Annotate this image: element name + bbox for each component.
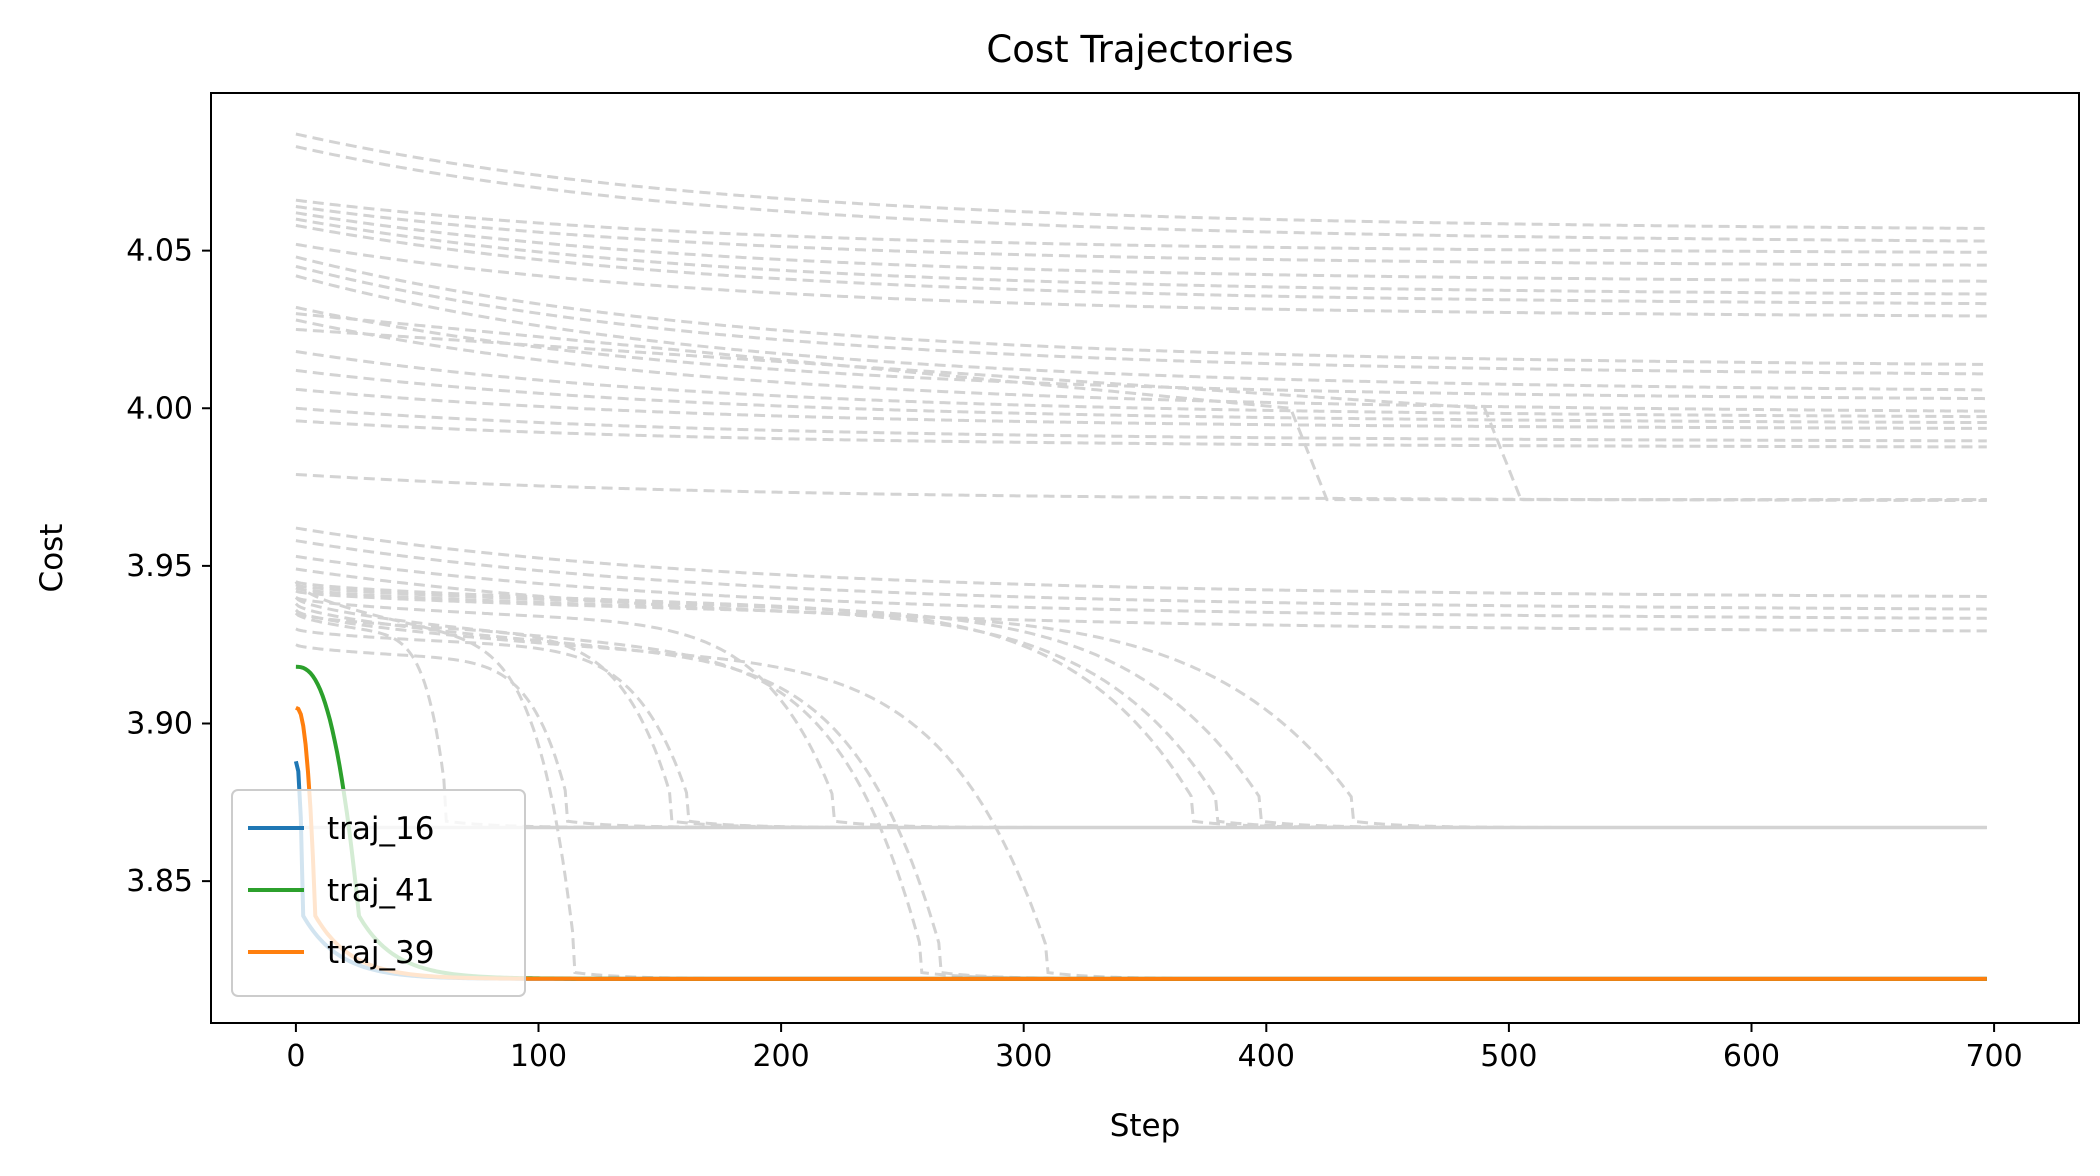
legend-label-traj_16: traj_16 xyxy=(327,811,434,847)
background-trajectory-23 xyxy=(295,567,1987,633)
y-tick-label-3.90: 3.90 xyxy=(126,707,193,742)
x-tick-label-0: 0 xyxy=(286,1039,305,1074)
y-axis-label: Cost xyxy=(34,524,70,593)
x-tick-label-100: 100 xyxy=(510,1039,567,1074)
y-tick-label-3.85: 3.85 xyxy=(126,864,193,899)
legend-label-traj_41: traj_41 xyxy=(327,873,434,909)
drop-trajectory-a-2 xyxy=(295,643,1987,830)
background-trajectory-9 xyxy=(295,255,1987,366)
background-trajectory-3 xyxy=(295,198,1987,254)
x-tick-label-500: 500 xyxy=(1480,1039,1537,1074)
x-axis: 0 100 200 300 400 500 600 700 xyxy=(286,1023,2023,1074)
background-trajectory-11 xyxy=(295,274,1987,392)
y-axis: 3.85 3.90 3.95 4.00 4.05 xyxy=(126,234,211,899)
background-trajectory-1 xyxy=(295,132,1987,230)
legend-box xyxy=(231,789,526,997)
background-trajectory-19 xyxy=(295,472,1987,503)
series-line-traj_41 xyxy=(295,664,1987,981)
background-trajectory-17 xyxy=(295,406,1987,443)
background-trajectory-7 xyxy=(295,223,1987,306)
background-trajectory-22 xyxy=(295,554,1987,620)
plot-frame xyxy=(210,92,2080,1024)
background-trajectory-4 xyxy=(295,205,1987,267)
x-tick-label-200: 200 xyxy=(752,1039,809,1074)
drop-trajectory-a-7 xyxy=(295,586,1987,830)
background-trajectory-21 xyxy=(295,539,1987,611)
legend: traj_16 traj_41 traj_39 xyxy=(231,789,526,997)
background-trajectory-14 xyxy=(295,350,1987,419)
background-trajectory-12 xyxy=(295,305,1987,401)
background-trajectory-5 xyxy=(295,211,1987,283)
x-axis-label: Step xyxy=(1110,1108,1181,1144)
x-tick-label-600: 600 xyxy=(1723,1039,1780,1074)
x-tick-label-700: 700 xyxy=(1965,1039,2022,1074)
series-line-traj_39 xyxy=(295,705,1987,981)
y-tick-label-4.00: 4.00 xyxy=(126,391,193,426)
plot-area xyxy=(293,132,1987,981)
chart-title: Cost Trajectories xyxy=(986,28,1293,71)
background-trajectory-2 xyxy=(295,145,1987,243)
background-trajectory-10 xyxy=(295,264,1987,376)
background-trajectory-6 xyxy=(295,217,1987,296)
background-trajectory-16 xyxy=(295,387,1987,430)
knee-trajectory-2 xyxy=(295,327,1987,502)
y-tick-label-3.95: 3.95 xyxy=(126,549,193,584)
legend-label-traj_39: traj_39 xyxy=(327,935,434,971)
background-trajectory-18 xyxy=(295,419,1987,449)
drop-trajectory-a-8 xyxy=(295,583,1987,830)
x-tick-label-400: 400 xyxy=(1238,1039,1295,1074)
knee-trajectory-1 xyxy=(295,312,1987,502)
y-tick-label-4.05: 4.05 xyxy=(126,234,193,269)
x-tick-label-300: 300 xyxy=(995,1039,1052,1074)
background-trajectory-8 xyxy=(295,242,1987,318)
background-trajectory-15 xyxy=(295,368,1987,425)
background-trajectory-13 xyxy=(295,318,1987,413)
background-trajectory-20 xyxy=(295,526,1987,598)
